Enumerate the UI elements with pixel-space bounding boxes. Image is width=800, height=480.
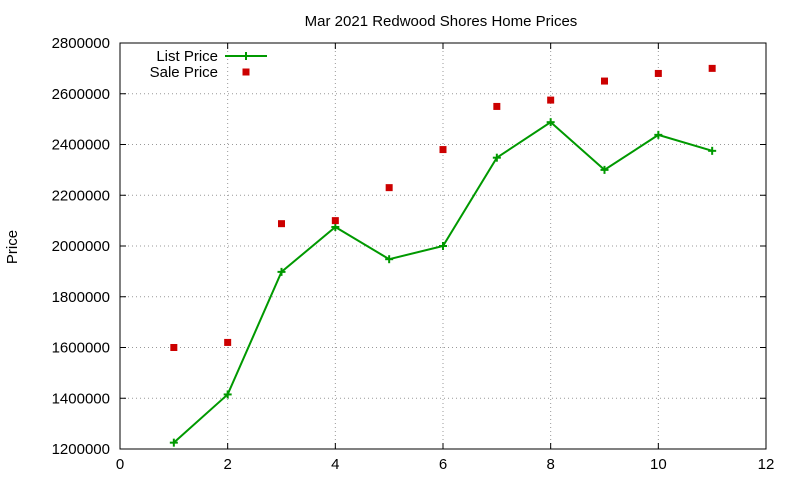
- y-tick-label: 1400000: [52, 390, 110, 407]
- y-tick-label: 2400000: [52, 137, 110, 154]
- legend-label: List Price: [156, 48, 218, 65]
- x-tick-label: 2: [223, 456, 231, 473]
- series-list-price: [169, 118, 717, 447]
- legend-label: Sale Price: [150, 64, 218, 81]
- x-tick-label: 8: [546, 456, 554, 473]
- x-tick-label: 4: [331, 456, 339, 473]
- legend-marker: [242, 52, 250, 60]
- y-tick-label: 2600000: [52, 86, 110, 103]
- x-tick-label: 6: [439, 456, 447, 473]
- y-tick-label: 1600000: [52, 340, 110, 357]
- series-sale-price: [170, 64, 716, 351]
- legend-marker: [242, 68, 250, 76]
- data-point: [439, 242, 447, 250]
- chart-title: Mar 2021 Redwood Shores Home Prices: [305, 13, 578, 30]
- data-point: [278, 220, 285, 228]
- data-point: [224, 338, 232, 346]
- data-point: [601, 77, 608, 85]
- data-point: [439, 146, 447, 154]
- data-point: [654, 69, 662, 77]
- y-tick-label: 1200000: [52, 441, 110, 458]
- x-tick-label: 10: [650, 456, 667, 473]
- data-point: [492, 153, 501, 162]
- data-point: [708, 146, 717, 155]
- series-line: [173, 120, 713, 444]
- data-point: [493, 102, 501, 110]
- data-point: [385, 255, 394, 264]
- y-tick-label: 2000000: [52, 238, 110, 255]
- y-tick-label: 2800000: [52, 35, 110, 52]
- y-tick-label: 2200000: [52, 187, 110, 204]
- axes: [119, 42, 767, 450]
- data-point: [277, 267, 286, 276]
- data-point: [654, 130, 663, 139]
- y-tick-label: 1800000: [52, 289, 110, 306]
- tick-labels: 0 2 4 6 8 10 12 1200000 1400000 1600000 1800000 200…: [52, 35, 775, 473]
- series-layer: [169, 64, 717, 447]
- data-point: [331, 222, 340, 231]
- data-point: [547, 96, 555, 104]
- data-point: [331, 217, 339, 225]
- x-tick-label: 12: [758, 456, 775, 473]
- data-point: [385, 184, 393, 192]
- data-point: [708, 64, 716, 72]
- y-axis-label: Price: [4, 230, 21, 264]
- data-point: [600, 165, 609, 174]
- x-tick-label: 0: [116, 456, 124, 473]
- data-point: [223, 390, 232, 399]
- data-point: [169, 438, 178, 447]
- data-point: [546, 118, 555, 127]
- data-point: [170, 344, 178, 351]
